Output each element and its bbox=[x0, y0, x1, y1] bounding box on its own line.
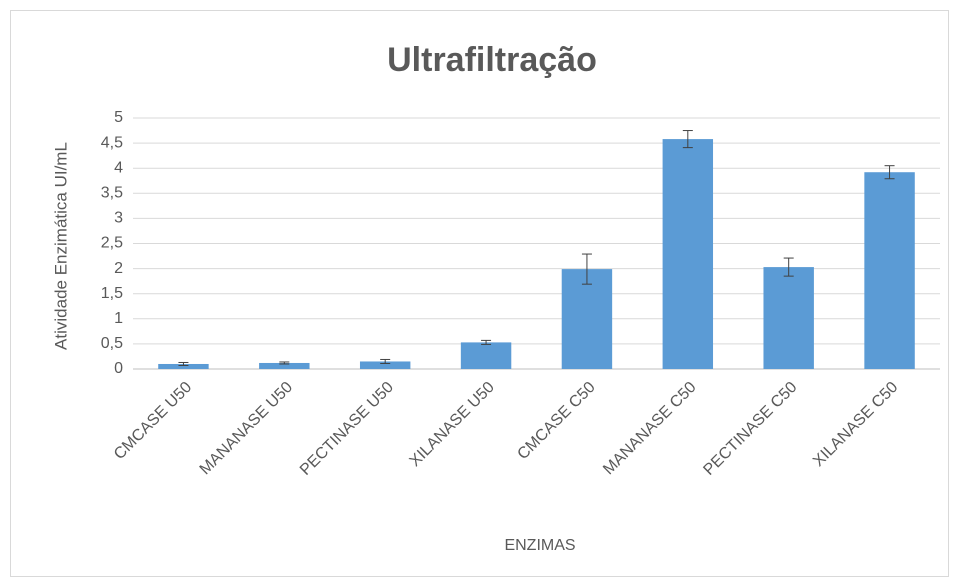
bar bbox=[460, 342, 512, 369]
y-tick-label: 4 bbox=[114, 159, 123, 176]
y-tick-label: 1 bbox=[114, 310, 123, 327]
y-axis-label: Atividade Enzimática UI/mL bbox=[51, 142, 70, 350]
error-bar bbox=[682, 130, 693, 149]
y-tick-label: 5 bbox=[114, 109, 123, 126]
error-bar bbox=[783, 257, 794, 277]
y-tick-label: 2 bbox=[114, 260, 123, 277]
bar bbox=[763, 267, 814, 369]
bar bbox=[662, 139, 714, 369]
y-tick-label: 1,5 bbox=[101, 285, 123, 302]
bar bbox=[864, 172, 915, 369]
bar bbox=[561, 269, 613, 369]
bar bbox=[158, 363, 209, 369]
error-bar bbox=[481, 339, 492, 345]
y-tick-label: 0 bbox=[114, 360, 123, 377]
bar bbox=[359, 361, 411, 369]
y-tick-label: 4,5 bbox=[101, 134, 123, 151]
x-axis-label: ENZIMAS bbox=[504, 537, 575, 554]
chart-title: Ultrafiltração bbox=[387, 41, 597, 79]
error-bar bbox=[380, 358, 391, 364]
y-tick-label: 0,5 bbox=[101, 335, 123, 352]
y-tick-label: 3,5 bbox=[101, 185, 123, 202]
error-bar bbox=[178, 361, 189, 366]
error-bar bbox=[279, 361, 290, 365]
error-bar bbox=[581, 253, 592, 285]
error-bar bbox=[884, 165, 895, 180]
bar bbox=[259, 362, 310, 369]
y-tick-label: 2,5 bbox=[101, 235, 123, 252]
y-tick-label: 3 bbox=[114, 210, 123, 227]
